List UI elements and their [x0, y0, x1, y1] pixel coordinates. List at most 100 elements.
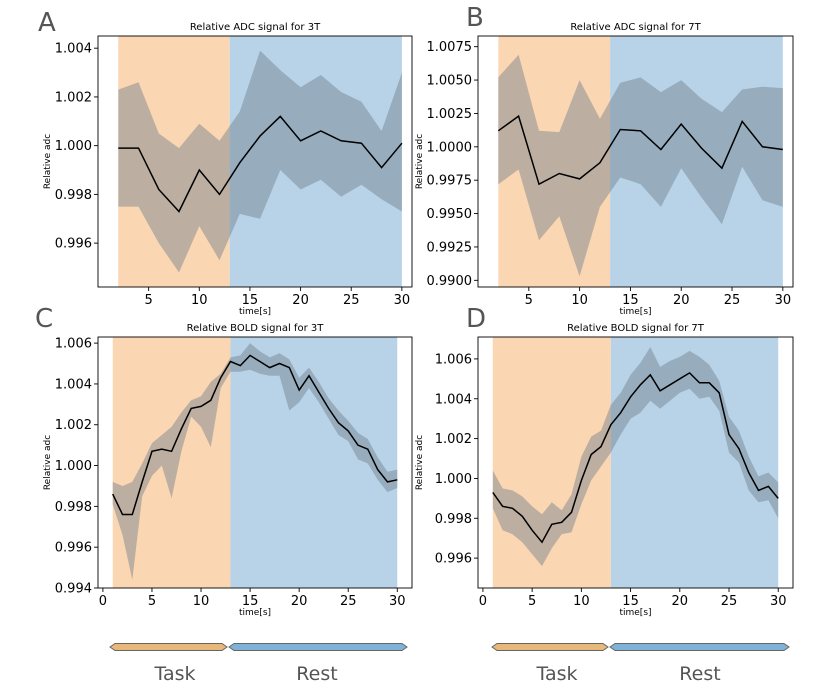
task-label-left: Task — [154, 663, 196, 685]
x-tick-label: 30 — [389, 594, 406, 609]
x-tick-label: 20 — [673, 293, 690, 308]
y-tick-label: 1.000 — [435, 472, 472, 487]
y-tick-label: 0.996 — [55, 541, 92, 556]
chart-panel-a: 5 10 15 20 25 30 0.996 0.998 1.000 1.002 1.004 Rela… — [43, 22, 413, 317]
task-arrow-right — [491, 643, 609, 651]
task-span-d — [492, 337, 611, 588]
mean-line-a — [118, 115, 403, 213]
y-tick-label: 1.002 — [435, 432, 472, 447]
x-tick-label: 30 — [394, 293, 411, 308]
task-label-right: Task — [536, 663, 578, 685]
x-tick-label: 10 — [573, 594, 590, 609]
y-tick-label: 0.998 — [435, 512, 472, 527]
panel-letter-d: D — [466, 304, 487, 334]
x-tick-label: 0 — [479, 594, 487, 609]
x-tick-label: 20 — [672, 594, 689, 609]
x-tick-label: 10 — [191, 293, 208, 308]
y-tick-label: 1.0025 — [427, 107, 473, 122]
y-tick-label: 1.004 — [435, 392, 472, 407]
task-span-c — [112, 337, 231, 588]
x-tick-label: 30 — [775, 293, 792, 308]
rest-arrow-right — [609, 643, 790, 651]
y-tick-label: 0.9900 — [427, 274, 473, 289]
x-tick-label: 25 — [340, 594, 357, 609]
rest-label-right: Rest — [679, 663, 721, 685]
x-axis-label-c: time[s] — [239, 608, 271, 618]
y-tick-label: 1.0000 — [427, 140, 473, 155]
y-axis-label-a: Relative adc — [43, 134, 53, 189]
mean-line-c — [112, 354, 398, 516]
y-tick-label: 1.0050 — [427, 74, 473, 89]
y-tick-label: 1.002 — [55, 418, 92, 433]
x-tick-label: 10 — [571, 293, 588, 308]
y-tick-label: 0.998 — [55, 188, 92, 203]
x-tick-label: 5 — [148, 594, 156, 609]
x-tick-label: 25 — [724, 293, 741, 308]
confidence-band-b — [498, 54, 783, 277]
x-tick-label: 10 — [193, 594, 210, 609]
chart-title-b: Relative ADC signal for 7T — [570, 22, 701, 33]
y-tick-label: 1.0075 — [427, 40, 473, 55]
chart-title-d: Relative BOLD signal for 7T — [567, 323, 705, 334]
plot-frame-d — [477, 336, 794, 589]
x-tick-label: 20 — [291, 594, 308, 609]
y-tick-label: 0.994 — [55, 582, 92, 597]
x-tick-label: 5 — [525, 293, 533, 308]
confidence-band-d — [492, 347, 779, 567]
panel-letter-b: B — [466, 3, 484, 33]
x-tick-label: 15 — [242, 594, 259, 609]
x-tick-label: 25 — [343, 293, 360, 308]
confidence-band-a — [118, 50, 402, 273]
x-tick-label: 15 — [622, 594, 639, 609]
chart-panel-d: 0 5 10 15 20 25 30 0.996 0.998 1.000 1.002 1.004 1.0… — [415, 323, 794, 618]
chart-title-c: Relative BOLD signal for 3T — [187, 323, 325, 334]
confidence-band-c — [112, 343, 398, 580]
y-tick-label: 1.000 — [55, 459, 92, 474]
plot-frame-b — [477, 35, 794, 288]
x-tick-label: 15 — [622, 293, 639, 308]
mean-line-b — [497, 114, 783, 186]
x-tick-label: 15 — [242, 293, 259, 308]
chart-panel-b: 5 10 15 20 25 30 0.9900 0.9925 0.9950 0.9975 1.000… — [415, 22, 794, 317]
x-axis-label-b: time[s] — [619, 307, 651, 317]
rest-span-a — [229, 36, 402, 287]
phase-timeline — [109, 643, 790, 651]
y-tick-label: 0.9975 — [427, 174, 473, 189]
x-tick-label: 5 — [145, 293, 153, 308]
rest-span-c — [230, 337, 398, 588]
y-axis-label-c: Relative adc — [43, 435, 53, 490]
task-span-a — [118, 36, 230, 287]
x-tick-label: 0 — [99, 594, 107, 609]
plot-frame-c — [97, 336, 413, 589]
x-axis-label-a: time[s] — [239, 307, 271, 317]
y-tick-label: 0.998 — [55, 500, 92, 515]
rest-label-left: Rest — [296, 663, 338, 685]
x-tick-label: 30 — [770, 594, 787, 609]
y-tick-label: 1.006 — [55, 337, 92, 352]
chart-panel-c: 0 5 10 15 20 25 30 0.994 0.996 0.998 1.000 1.002 1.0… — [43, 323, 413, 618]
y-tick-label: 1.002 — [55, 90, 92, 105]
rest-arrow-left — [228, 643, 408, 651]
y-axis-label-b: Relative adc — [415, 134, 425, 189]
y-tick-label: 1.004 — [55, 42, 92, 57]
x-axis-label-d: time[s] — [619, 608, 651, 618]
task-arrow-left — [109, 643, 228, 651]
plot-frame-a — [97, 35, 413, 288]
y-tick-label: 1.004 — [55, 377, 92, 392]
y-tick-label: 0.9925 — [427, 240, 473, 255]
y-tick-label: 1.000 — [55, 139, 92, 154]
x-tick-label: 25 — [721, 594, 738, 609]
panel-letter-a: A — [38, 8, 56, 38]
y-tick-label: 1.006 — [435, 352, 472, 367]
y-tick-label: 0.996 — [55, 237, 92, 252]
task-span-b — [498, 36, 611, 287]
panel-letter-c: C — [35, 304, 54, 334]
x-tick-label: 5 — [528, 594, 536, 609]
rest-span-b — [610, 36, 783, 287]
y-tick-label: 0.9950 — [427, 207, 473, 222]
y-axis-label-d: Relative adc — [415, 435, 425, 490]
mean-line-d — [492, 371, 779, 544]
chart-title-a: Relative ADC signal for 3T — [190, 22, 321, 33]
y-tick-label: 0.996 — [435, 552, 472, 567]
